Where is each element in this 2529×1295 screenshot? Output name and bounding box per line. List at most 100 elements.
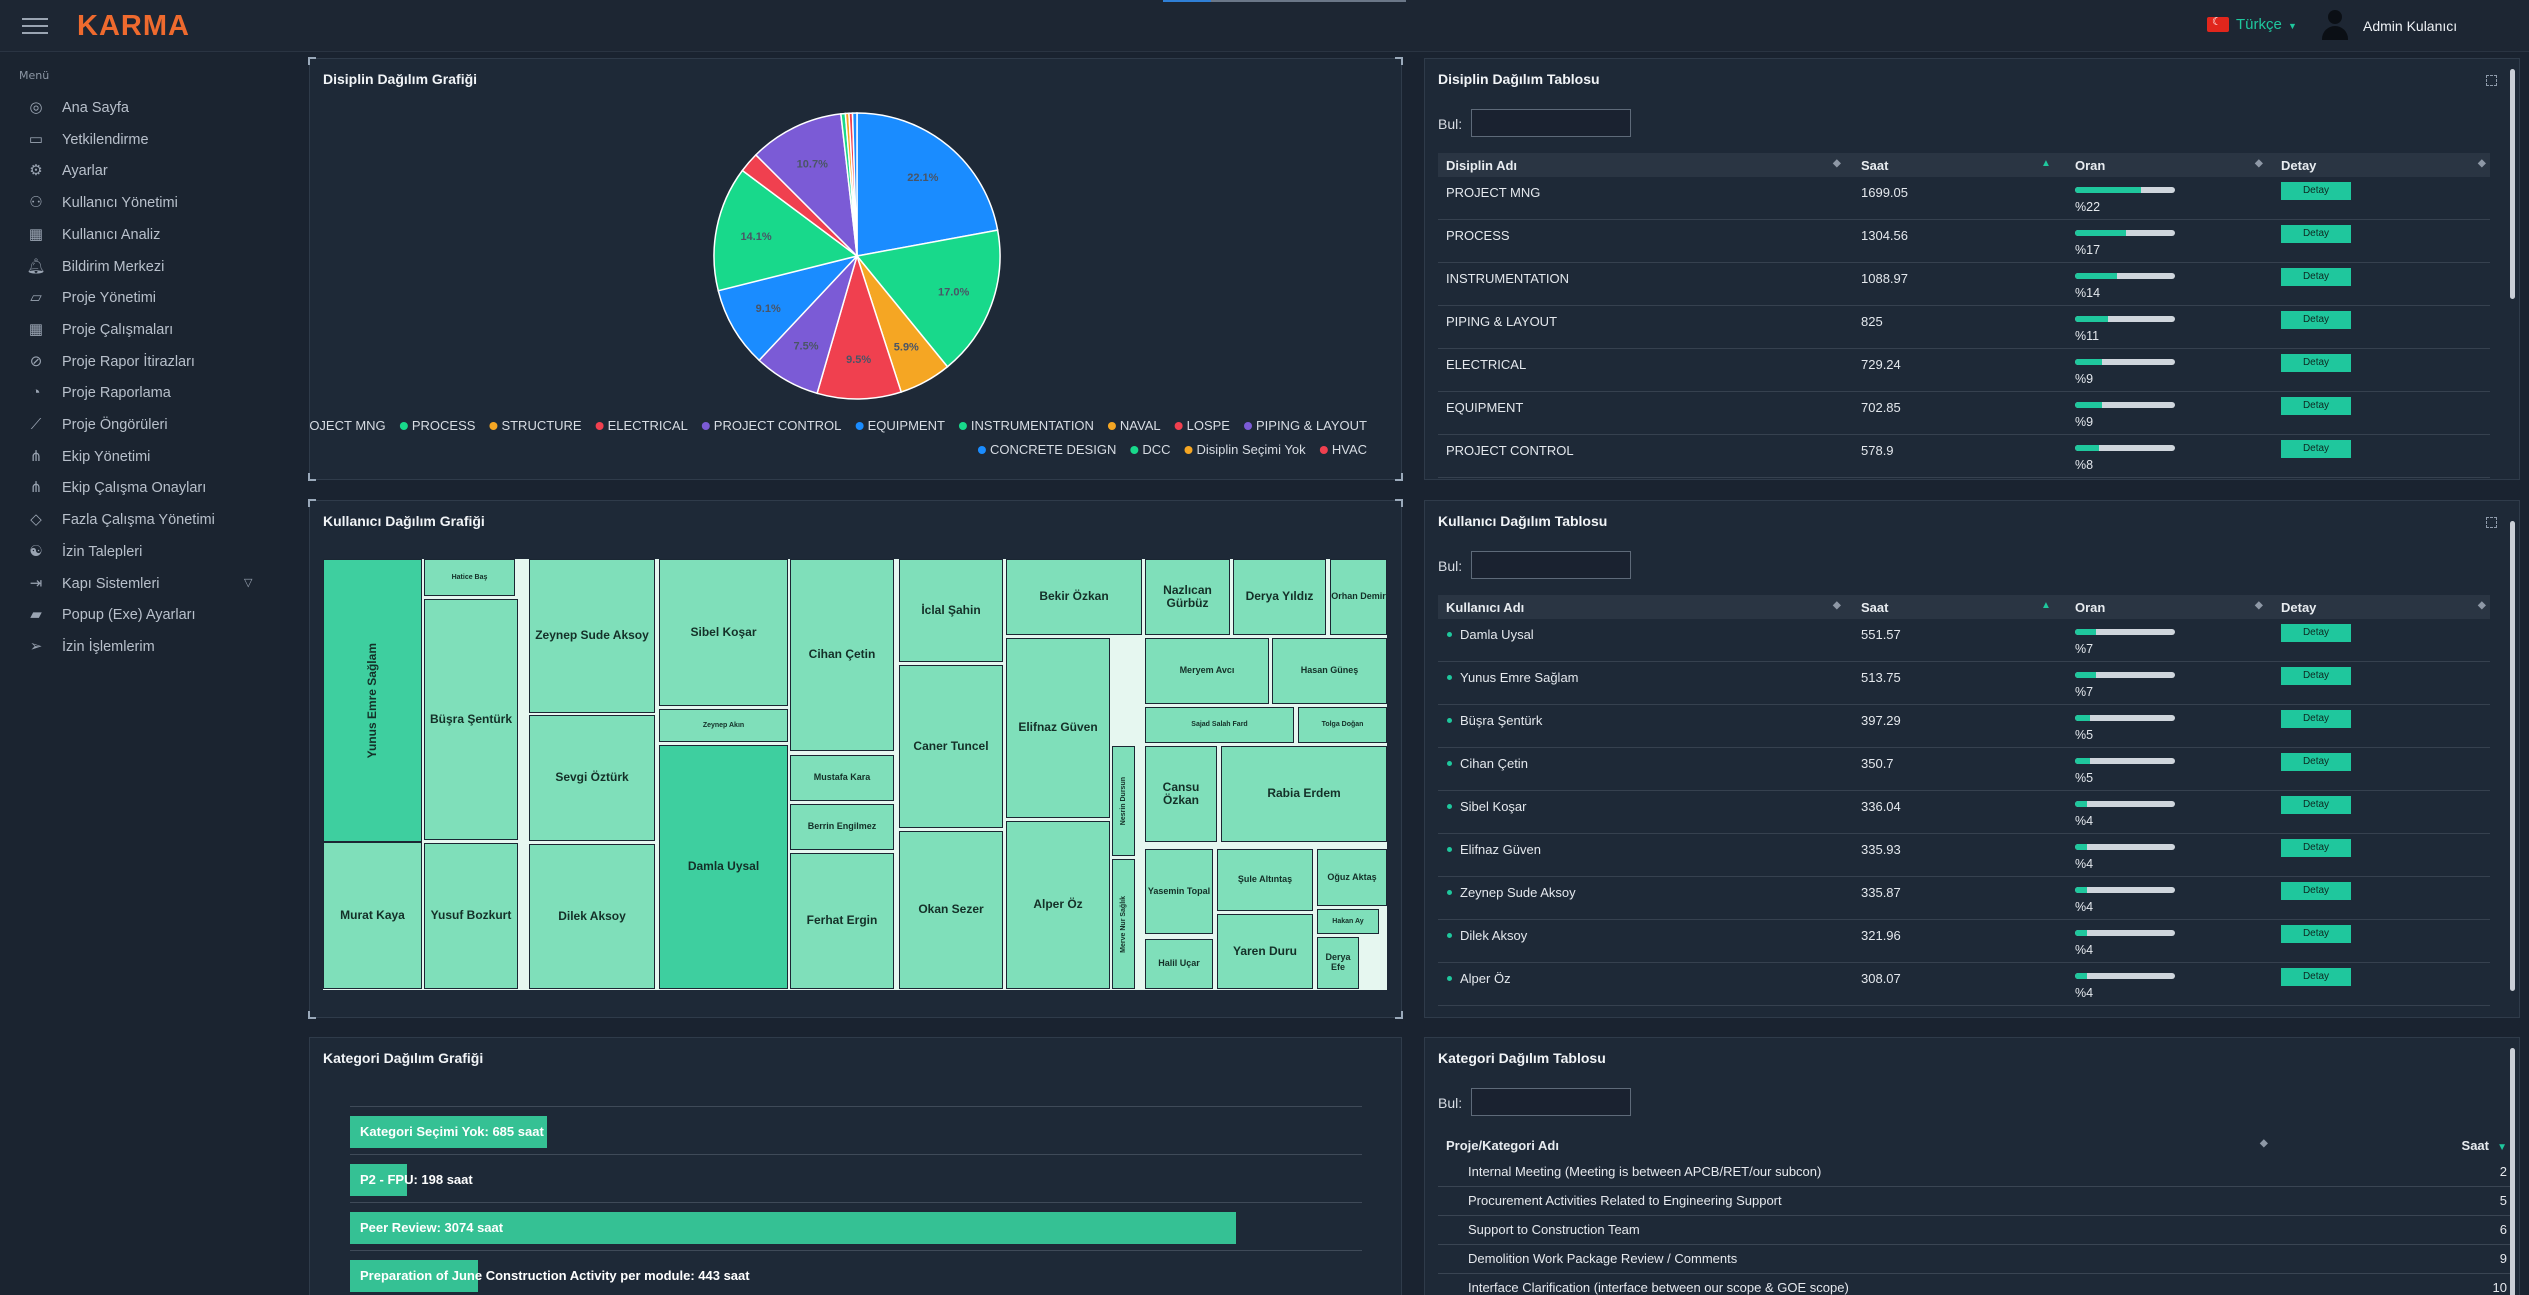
sidebar-item[interactable]: ◔ Proje Raporlama <box>26 381 276 405</box>
detay-button[interactable]: Detay <box>2281 839 2351 857</box>
detay-button[interactable]: Detay <box>2281 882 2351 900</box>
treemap-cell[interactable]: Meryem Avcı <box>1145 638 1269 704</box>
col-detay[interactable]: Detay <box>2281 600 2317 615</box>
treemap-cell[interactable]: Yaren Duru <box>1217 914 1313 989</box>
treemap-cell[interactable]: Damla Uysal <box>659 745 788 989</box>
detay-button[interactable]: Detay <box>2281 354 2351 372</box>
chevron-down-icon[interactable]: ▽ <box>244 576 253 589</box>
treemap-cell[interactable]: Oğuz Aktaş <box>1317 849 1387 906</box>
col-saat[interactable]: Saat <box>1861 158 1889 173</box>
sidebar-item[interactable]: ▰ Popup (Exe) Ayarları <box>26 603 276 627</box>
treemap-cell[interactable]: Cihan Çetin <box>790 559 894 751</box>
detay-button[interactable]: Detay <box>2281 667 2351 685</box>
treemap-cell[interactable]: Yasemin Topal <box>1145 849 1213 934</box>
treemap-cell[interactable]: Tolga Doğan <box>1298 707 1387 743</box>
col-name[interactable]: Kullanıcı Adı <box>1446 600 1525 615</box>
pie-slice[interactable] <box>851 112 858 257</box>
legend-item[interactable]: EQUIPMENT <box>868 418 945 433</box>
treemap-cell[interactable]: Bekir Özkan <box>1006 559 1142 635</box>
treemap-cell[interactable]: Halil Uçar <box>1145 939 1213 989</box>
treemap-cell[interactable]: Nesrin Dursun <box>1112 746 1135 856</box>
search-input[interactable] <box>1471 551 1631 579</box>
sidebar-item[interactable]: ▱ Proje Yönetimi <box>26 286 276 310</box>
legend-item[interactable]: DCC <box>1142 442 1170 457</box>
sort-icon[interactable]: ◆ <box>2478 600 2486 611</box>
sidebar-item[interactable]: ⊘ Proje Rapor İtirazları <box>26 350 276 374</box>
col-name[interactable]: Proje/Kategori Adı <box>1446 1138 1559 1153</box>
sort-icon[interactable]: ◆ <box>2255 158 2263 169</box>
sidebar-item[interactable]: ⋔ Ekip Çalışma Onayları <box>26 476 276 500</box>
treemap-cell[interactable]: Sajad Salah Fard <box>1145 707 1294 743</box>
treemap-cell[interactable]: Berrin Engilmez <box>790 804 894 850</box>
expand-icon[interactable] <box>2486 75 2497 86</box>
treemap-cell[interactable]: Sevgi Öztürk <box>529 715 655 841</box>
search-input[interactable] <box>1471 1088 1631 1116</box>
treemap-cell[interactable]: Büşra Şentürk <box>424 599 518 840</box>
treemap-cell[interactable]: Merve Nur Sağlık <box>1112 859 1135 989</box>
treemap-cell[interactable]: Zeynep Sude Aksoy <box>529 559 655 713</box>
col-detay[interactable]: Detay <box>2281 158 2317 173</box>
treemap-cell[interactable]: Zeynep Akın <box>659 709 788 742</box>
scrollbar[interactable] <box>2510 1048 2515 1295</box>
sort-asc-icon[interactable]: ▲ <box>2041 600 2051 611</box>
treemap-cell[interactable]: Hatice Baş <box>424 559 515 596</box>
pie-slice[interactable] <box>713 169 859 292</box>
treemap-cell[interactable]: Sibel Koşar <box>659 559 788 706</box>
legend-item[interactable]: HVAC <box>1332 442 1367 457</box>
detay-button[interactable]: Detay <box>2281 440 2351 458</box>
sidebar-item[interactable]: ⇥ Kapı Sistemleri ▽ <box>26 572 276 596</box>
sort-icon[interactable]: ◆ <box>2478 158 2486 169</box>
treemap-cell[interactable]: İclal Şahin <box>899 559 1003 662</box>
treemap-cell[interactable]: Caner Tuncel <box>899 665 1003 828</box>
detay-button[interactable]: Detay <box>2281 710 2351 728</box>
legend-item[interactable]: PROCESS <box>412 418 476 433</box>
detay-button[interactable]: Detay <box>2281 397 2351 415</box>
treemap-cell[interactable]: Mustafa Kara <box>790 755 894 801</box>
sort-icon[interactable]: ◆ <box>1833 158 1841 169</box>
sidebar-item[interactable]: ☯ İzin Talepleri <box>26 540 276 564</box>
sidebar-item[interactable]: ◇ Fazla Çalışma Yönetimi <box>26 508 276 532</box>
treemap-cell[interactable]: Murat Kaya <box>323 842 422 989</box>
treemap-cell[interactable]: Elifnaz Güven <box>1006 638 1110 818</box>
col-oran[interactable]: Oran <box>2075 158 2106 173</box>
language-selector[interactable]: Türkçe ▼ <box>2236 16 2297 33</box>
search-input[interactable] <box>1471 109 1631 137</box>
treemap-cell[interactable]: Derya Yıldız <box>1233 559 1326 635</box>
col-oran[interactable]: Oran <box>2075 600 2106 615</box>
legend-item[interactable]: CONCRETE DESIGN <box>990 442 1116 457</box>
detay-button[interactable]: Detay <box>2281 182 2351 200</box>
sort-icon[interactable]: ◆ <box>2260 1138 2268 1149</box>
treemap-cell[interactable]: Yusuf Bozkurt <box>424 843 518 989</box>
detay-button[interactable]: Detay <box>2281 225 2351 243</box>
treemap-cell[interactable]: Cansu Özkan <box>1145 746 1217 842</box>
legend-item[interactable]: PROJECT CONTROL <box>714 418 842 433</box>
sort-asc-icon[interactable]: ▲ <box>2041 158 2051 169</box>
treemap-cell[interactable]: Şule Altıntaş <box>1217 849 1313 911</box>
sidebar-item[interactable]: ➢ İzin İşlemlerim <box>26 635 276 659</box>
legend-item[interactable]: STRUCTURE <box>501 418 581 433</box>
legend-item[interactable]: ELECTRICAL <box>608 418 688 433</box>
sidebar-item[interactable]: ⚙ Ayarlar <box>26 159 276 183</box>
detay-button[interactable]: Detay <box>2281 753 2351 771</box>
legend-item[interactable]: INSTRUMENTATION <box>971 418 1094 433</box>
treemap-cell[interactable]: Hasan Güneş <box>1272 638 1387 704</box>
sidebar-item[interactable]: ▭ Yetkilendirme <box>26 128 276 152</box>
bar[interactable]: Preparation of June Construction Activit… <box>350 1260 750 1292</box>
sidebar-item[interactable]: 🔔︎ Bildirim Merkezi <box>26 255 276 279</box>
scrollbar[interactable] <box>2510 69 2515 299</box>
treemap-cell[interactable]: Alper Öz <box>1006 821 1110 989</box>
treemap-cell[interactable]: Hakan Ay <box>1317 909 1379 934</box>
legend-item[interactable]: LOSPE <box>1187 418 1231 433</box>
detay-button[interactable]: Detay <box>2281 925 2351 943</box>
treemap-cell[interactable]: Dilek Aksoy <box>529 844 655 989</box>
legend-item[interactable]: NAVAL <box>1120 418 1161 433</box>
sort-desc-icon[interactable]: ▼ <box>2497 1142 2507 1153</box>
treemap-cell[interactable]: Yunus Emre Sağlam <box>323 559 422 842</box>
treemap-cell[interactable]: Derya Efe <box>1317 937 1359 989</box>
expand-icon[interactable] <box>2486 517 2497 528</box>
col-saat[interactable]: Saat <box>2461 1138 2489 1153</box>
sidebar-item[interactable]: ◎ Ana Sayfa <box>26 96 276 120</box>
sidebar-item[interactable]: ▦ Kullanıcı Analiz <box>26 223 276 247</box>
bar[interactable]: P2 - FPU: 198 saat <box>350 1164 473 1196</box>
detay-button[interactable]: Detay <box>2281 968 2351 986</box>
